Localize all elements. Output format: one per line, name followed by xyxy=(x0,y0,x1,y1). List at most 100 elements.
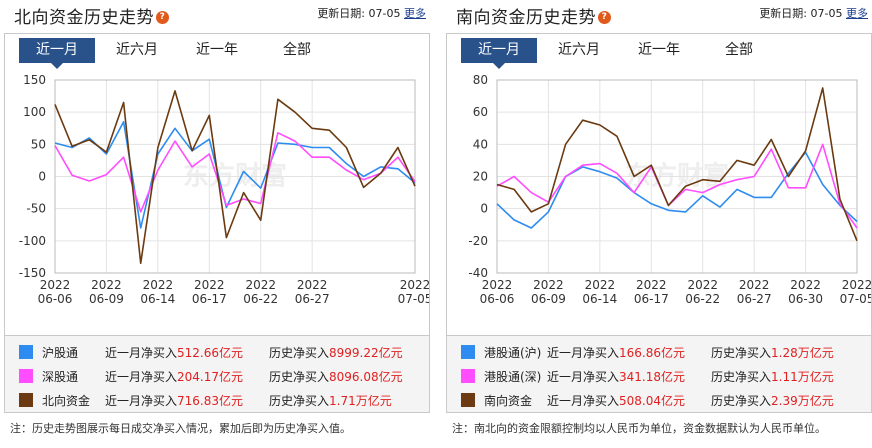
legend-row: 北向资金 近一月净买入716.83亿元 历史净买入1.71万亿元 xyxy=(5,388,429,412)
legend-month: 近一月净买入716.83亿元 xyxy=(105,394,244,408)
legend-hist: 历史净买入8096.08亿元 xyxy=(269,370,403,384)
legend-swatch xyxy=(461,345,475,359)
y-tick-label: 20 xyxy=(473,170,488,184)
x-tick-label: 06-06 xyxy=(480,292,515,306)
legend-row: 深股通 近一月净买入204.17亿元 历史净买入8096.08亿元 xyxy=(5,364,429,388)
y-tick-label: -50 xyxy=(26,202,46,216)
y-tick-label: 60 xyxy=(473,105,488,119)
plot-frame xyxy=(54,79,416,274)
tab-1y[interactable]: 近一年 xyxy=(638,42,680,58)
x-tick-label: 06-22 xyxy=(243,292,278,306)
x-tick-label: 2022 xyxy=(143,278,174,292)
x-tick-label: 06-17 xyxy=(192,292,227,306)
series-line xyxy=(496,87,858,242)
legend-row: 港股通(沪) 近一月净买入166.86亿元 历史净买入1.28万亿元 xyxy=(447,340,871,364)
tab-all[interactable]: 全部 xyxy=(725,42,753,58)
y-tick-label: -150 xyxy=(19,266,46,280)
legend-swatch xyxy=(19,369,33,383)
x-tick-label: 06-09 xyxy=(531,292,566,306)
series-line xyxy=(54,90,416,265)
more-link[interactable]: 更多 xyxy=(846,7,868,20)
y-tick-label: 50 xyxy=(31,137,46,151)
legend-name: 沪股通 xyxy=(42,346,79,360)
legend-month: 近一月净买入512.66亿元 xyxy=(105,346,244,360)
x-tick-label: 2022 xyxy=(687,278,718,292)
update-info: 更新日期: 07-05 更多 xyxy=(317,7,426,20)
tab-1m[interactable]: 近一月 xyxy=(461,38,537,69)
x-tick-label: 06-17 xyxy=(634,292,669,306)
help-icon[interactable]: ? xyxy=(156,10,169,24)
y-tick-label: 0 xyxy=(38,170,46,184)
chart-area: 近一月 近六月 近一年 全部 东方财富 150 100 50 0 -50 -100 -150 2… xyxy=(4,33,430,336)
legend-hist: 历史净买入1.28万亿元 xyxy=(711,346,834,360)
tab-all[interactable]: 全部 xyxy=(283,42,311,58)
x-tick-label: 2022 xyxy=(194,278,225,292)
legend-row: 南向资金 近一月净买入508.04亿元 历史净买入2.39万亿元 xyxy=(447,388,871,412)
legend-hist: 历史净买入1.11万亿元 xyxy=(711,370,834,384)
legend-name: 港股通(沪) xyxy=(484,346,542,360)
x-tick-label: 06-06 xyxy=(38,292,73,306)
series-line xyxy=(54,121,416,229)
x-tick-label: 2022 xyxy=(585,278,616,292)
legend-name: 深股通 xyxy=(42,370,79,384)
tab-1m[interactable]: 近一月 xyxy=(19,38,95,69)
legend-name: 北向资金 xyxy=(42,394,91,408)
legend-swatch xyxy=(461,393,475,407)
x-tick-label: 2022 xyxy=(790,278,821,292)
legend-month: 近一月净买入204.17亿元 xyxy=(105,370,244,384)
legend-hist: 历史净买入2.39万亿元 xyxy=(711,394,834,408)
legend-hist: 历史净买入1.71万亿元 xyxy=(269,394,392,408)
x-tick-label: 2022 xyxy=(482,278,513,292)
legend-name: 南向资金 xyxy=(484,394,533,408)
page-title: 北向资金历史走势? xyxy=(14,3,169,28)
y-tick-label: 40 xyxy=(473,137,488,151)
x-tick-label: 2022 xyxy=(400,278,429,292)
y-tick-label: 150 xyxy=(23,73,46,87)
help-icon[interactable]: ? xyxy=(598,10,611,24)
legend-row: 港股通(深) 近一月净买入341.18亿元 历史净买入1.11万亿元 xyxy=(447,364,871,388)
more-link[interactable]: 更多 xyxy=(404,7,426,20)
legend-swatch xyxy=(461,369,475,383)
southbound-panel: 南向资金历史走势? 更新日期: 07-05 更多 近一月 近六月 近一年 全部 … xyxy=(446,0,872,448)
legend-month: 近一月净买入166.86亿元 xyxy=(547,346,686,360)
plot-frame xyxy=(496,79,858,274)
footnote: 注：历史走势图展示每日成交净买入情况，累加后即为历史净买入值。 xyxy=(10,422,351,435)
northbound-panel: 北向资金历史走势? 更新日期: 07-05 更多 近一月 近六月 近一年 全部 … xyxy=(4,0,430,448)
legend-name: 港股通(深) xyxy=(484,370,542,384)
legend: 港股通(沪) 近一月净买入166.86亿元 历史净买入1.28万亿元 港股通(深… xyxy=(446,336,872,413)
x-tick-label: 06-27 xyxy=(295,292,330,306)
legend-month: 近一月净买入341.18亿元 xyxy=(547,370,686,384)
y-tick-label: 80 xyxy=(473,73,488,87)
x-tick-label: 07-05 xyxy=(398,292,429,306)
y-tick-label: -40 xyxy=(468,266,488,280)
x-tick-label: 06-14 xyxy=(582,292,617,306)
x-tick-label: 06-22 xyxy=(685,292,720,306)
y-tick-label: -100 xyxy=(19,234,46,248)
x-tick-label: 2022 xyxy=(533,278,564,292)
tab-6m[interactable]: 近六月 xyxy=(558,42,600,58)
tab-1y[interactable]: 近一年 xyxy=(196,42,238,58)
period-tabs: 近一月 近六月 近一年 全部 xyxy=(447,38,871,69)
footnote: 注：南北向的资金限额控制均以人民币为单位，资金数据默认为人民币单位。 xyxy=(452,422,826,435)
legend-swatch xyxy=(19,393,33,407)
x-tick-label: 2022 xyxy=(842,278,871,292)
legend-row: 沪股通 近一月净买入512.66亿元 历史净买入8999.22亿元 xyxy=(5,340,429,364)
y-tick-label: -20 xyxy=(468,234,488,248)
x-tick-label: 07-05 xyxy=(840,292,871,306)
x-tick-label: 2022 xyxy=(91,278,122,292)
chart-area: 近一月 近六月 近一年 全部 东方财富 80 60 40 20 0 -20 -40 2022 06… xyxy=(446,33,872,336)
x-tick-label: 06-09 xyxy=(89,292,124,306)
y-tick-label: 0 xyxy=(480,202,488,216)
x-tick-label: 2022 xyxy=(636,278,667,292)
x-tick-label: 06-27 xyxy=(737,292,772,306)
tab-6m[interactable]: 近六月 xyxy=(116,42,158,58)
northbound-chart: 东方财富150100500-50-100-150202206-06202206-… xyxy=(19,73,429,306)
x-tick-label: 2022 xyxy=(245,278,276,292)
series-line xyxy=(496,143,858,229)
legend-swatch xyxy=(19,345,33,359)
x-tick-label: 2022 xyxy=(40,278,71,292)
series-line xyxy=(54,132,416,213)
period-tabs: 近一月 近六月 近一年 全部 xyxy=(5,38,429,69)
x-tick-label: 06-14 xyxy=(140,292,175,306)
page-title: 南向资金历史走势? xyxy=(456,3,611,28)
